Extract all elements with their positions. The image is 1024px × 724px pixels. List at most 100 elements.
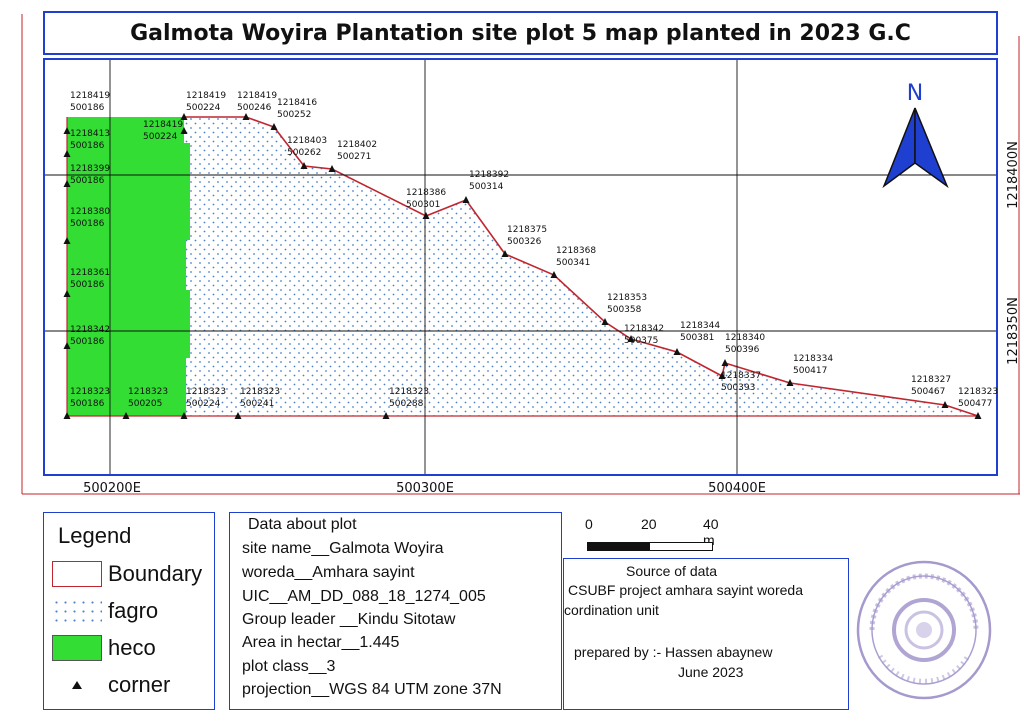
legend-item-fagro: fagro: [52, 596, 158, 626]
corner-marker: [718, 372, 726, 379]
corner-northing-label: 1218419: [143, 120, 183, 130]
grid: [45, 60, 996, 474]
corner-northing-label: 1218323: [128, 387, 168, 397]
source-heading: Source of data: [626, 563, 718, 579]
corner-easting-label: 500393: [721, 383, 755, 393]
boundary-swatch: [52, 561, 102, 587]
corner-marker: [63, 290, 71, 297]
corner-marker: [627, 335, 635, 342]
corner-marker: [462, 196, 470, 203]
corner-easting-label: 500224: [186, 103, 221, 113]
corner-northing-label: 1218413: [70, 129, 110, 139]
corner-northing-label: 1218380: [70, 207, 110, 217]
heco-swatch: [52, 635, 102, 661]
corner-easting-label: 500241: [240, 399, 274, 409]
corner-northing-label: 1218419: [237, 91, 277, 101]
map-canvas: 500200E 500300E 500400E 1218400N 1218350…: [21, 14, 1021, 496]
scale-label: 40 m: [703, 516, 719, 548]
corner-easting-label: 500186: [70, 103, 105, 113]
legend-item-heco: heco: [52, 633, 156, 663]
corner-northing-label: 1218340: [725, 333, 765, 343]
plot-info-line: site name__Galmota Woyira: [242, 540, 444, 557]
plot-info-heading: Data about plot: [248, 516, 357, 533]
corner-northing-label: 1218416: [277, 98, 317, 108]
corner-northing-label: 1218323: [70, 387, 110, 397]
corner-easting-label: 500417: [793, 366, 827, 376]
corner-northing-label: 1218392: [469, 170, 509, 180]
corner-easting-label: 500358: [607, 305, 642, 315]
corner-northing-label: 1218323: [389, 387, 429, 397]
corner-marker: [270, 123, 278, 130]
corner-northing-label: 1218386: [406, 188, 446, 198]
legend-item-corner: corner: [52, 670, 170, 700]
corner-marker: [63, 342, 71, 349]
corner-northing-label: 1218342: [624, 324, 664, 334]
official-stamp-icon: [856, 560, 992, 700]
corner-marker: [63, 127, 71, 134]
corner-easting-label: 500252: [277, 110, 311, 120]
corner-marker: [180, 412, 188, 419]
corner-northing-label: 1218368: [556, 246, 596, 256]
corner-easting-label: 500246: [237, 103, 272, 113]
fagro-area: [67, 117, 978, 416]
corner-marker: [786, 379, 794, 386]
corner-marker: [242, 113, 250, 120]
source-line: CSUBF project amhara sayint woreda: [568, 582, 803, 598]
plot-info-panel: Data about plot site name__Galmota Woyir…: [229, 512, 562, 710]
plot-info-line: projection__WGS 84 UTM zone 37N: [242, 681, 502, 698]
corner-northing-label: 1218402: [337, 140, 377, 150]
plot-info-line: woreda__Amhara sayint: [242, 564, 415, 581]
corner-marker: [721, 359, 729, 366]
source-line: cordination unit: [564, 602, 659, 618]
plot-info-line: UIC__AM_DD_088_18_1274_005: [242, 588, 486, 605]
corner-marker: [63, 412, 71, 419]
corner-marker: [300, 162, 308, 169]
legend-title: Legend: [58, 523, 132, 548]
corner-easting-label: 500326: [507, 237, 542, 247]
corner-marker: [63, 150, 71, 157]
corner-marker: [63, 180, 71, 187]
corner-northing-label: 1218403: [287, 136, 327, 146]
corner-marker: [382, 412, 390, 419]
corner-easting-label: 500314: [469, 182, 504, 192]
corner-easting-label: 500224: [186, 399, 221, 409]
legend-label: heco: [108, 635, 156, 660]
corner-northing-label: 1218327: [911, 375, 951, 385]
corner-marker: [673, 348, 681, 355]
corner-northing-label: 1218342: [70, 325, 110, 335]
corner-easting-label: 500205: [128, 399, 162, 409]
corner-icon: [52, 672, 102, 698]
corner-easting-label: 500186: [70, 399, 105, 409]
heco-area: [67, 117, 190, 416]
corner-easting-label: 500186: [70, 176, 105, 186]
corner-easting-label: 500271: [337, 152, 371, 162]
legend-panel: Legend Boundary fagro heco corner: [43, 512, 215, 710]
legend-label: Boundary: [108, 561, 203, 586]
corner-easting-label: 500375: [624, 336, 658, 346]
corner-marker: [941, 401, 949, 408]
corner-marker: [501, 250, 509, 257]
corner-easting-label: 500467: [911, 387, 945, 397]
plot-info-line: plot class__3: [242, 658, 336, 675]
x-tick-label: 500400E: [708, 481, 766, 496]
corner-northing-label: 1218334: [793, 354, 833, 364]
corner-easting-label: 500186: [70, 141, 105, 151]
plot-info-line: Group leader __Kindu Sitotaw: [242, 611, 456, 628]
scale-bar: 0 20 40 m: [585, 516, 725, 556]
corner-marker: [234, 412, 242, 419]
fagro-swatch: [52, 598, 102, 624]
corner-marker: [180, 113, 188, 120]
map-title-box: Galmota Woyira Plantation site plot 5 ma…: [43, 11, 998, 55]
scale-segment-black: [587, 542, 651, 551]
corner-northing-label: 1218399: [70, 164, 110, 174]
corner-marker: [974, 412, 982, 419]
legend-item-boundary: Boundary: [52, 559, 202, 589]
corner-northing-label: 1218353: [607, 293, 647, 303]
plot-info-line: Area in hectar__1.445: [242, 634, 400, 651]
source-panel: Source of data CSUBF project amhara sayi…: [563, 558, 849, 710]
corner-easting-label: 500224: [143, 132, 178, 142]
corner-northing-label: 1218419: [70, 91, 110, 101]
y-tick-label: 1218400N: [1006, 141, 1021, 209]
corner-northing-label: 1218323: [240, 387, 280, 397]
corner-easting-label: 500301: [406, 200, 440, 210]
